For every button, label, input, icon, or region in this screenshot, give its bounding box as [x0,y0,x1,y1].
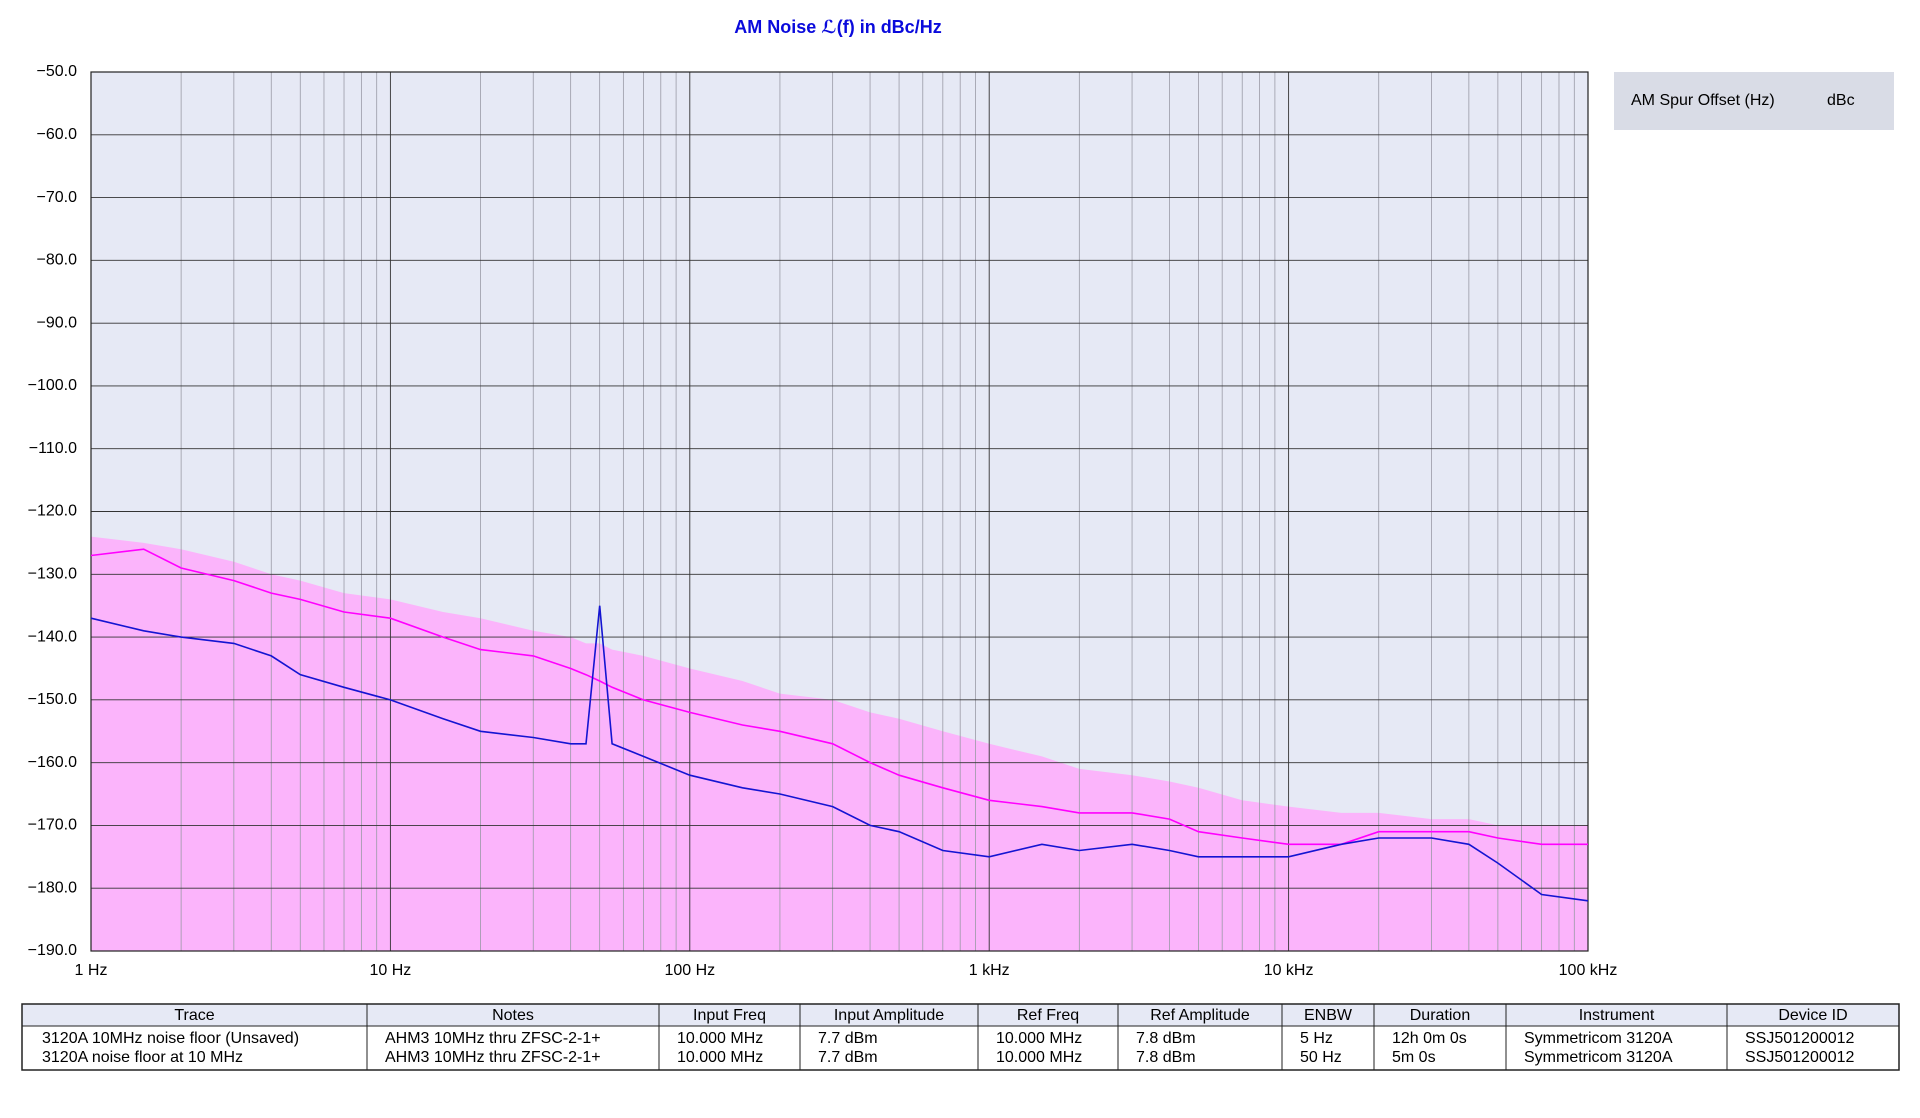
y-tick-label: −130.0 [28,566,77,583]
y-tick-label: −140.0 [28,628,77,645]
table-cell: AHM3 10MHz thru ZFSC-2-1+ [385,1030,601,1047]
y-tick-label: −90.0 [37,314,78,331]
plot-frame [90,71,1589,952]
table-header: Input Amplitude [834,1007,944,1024]
table-cell: 7.8 dBm [1136,1049,1196,1066]
table-header: Notes [492,1007,534,1024]
y-tick-label: −160.0 [28,754,77,771]
x-tick-label: 10 kHz [1264,962,1314,979]
table-header-bg [22,1004,1899,1026]
table-cell: 50 Hz [1300,1049,1342,1066]
table-frame [21,1003,1900,1071]
table-header: ENBW [1304,1007,1353,1024]
table-cell: 7.7 dBm [818,1049,878,1066]
x-tick-label: 100 kHz [1559,962,1618,979]
table-cell: SSJ501200012 [1745,1049,1855,1066]
chart-title: AM Noise ℒ(f) in dBc/Hz [734,17,941,37]
table-cell: 10.000 MHz [677,1030,763,1047]
x-tick-label: 100 Hz [664,962,715,979]
table-cell: 3120A noise floor at 10 MHz [42,1049,243,1066]
y-tick-label: −100.0 [28,377,77,394]
y-tick-label: −180.0 [28,879,77,896]
table-cell: 5m 0s [1392,1049,1436,1066]
y-tick-label: −70.0 [37,189,78,206]
table-cell: 10.000 MHz [996,1030,1082,1047]
trace-line [90,605,1589,902]
y-tick-label: −80.0 [37,252,78,269]
table-cell: 10.000 MHz [677,1049,763,1066]
x-tick-label: 10 Hz [370,962,412,979]
y-tick-label: −190.0 [28,942,77,959]
y-tick-label: −60.0 [37,126,78,143]
table-cell: 3120A 10MHz noise floor (Unsaved) [42,1030,299,1047]
table-header: Ref Amplitude [1150,1007,1250,1024]
table-cell: 10.000 MHz [996,1049,1082,1066]
spur-panel [1614,72,1894,130]
x-tick-label: 1 Hz [75,962,108,979]
y-tick-label: −50.0 [37,63,78,80]
table-cell: Symmetricom 3120A [1524,1049,1673,1066]
table-cell: 7.8 dBm [1136,1030,1196,1047]
table-cell: 7.7 dBm [818,1030,878,1047]
y-tick-label: −170.0 [28,817,77,834]
y-tick-label: −150.0 [28,691,77,708]
table-header: Instrument [1579,1007,1655,1024]
table-cell: SSJ501200012 [1745,1030,1855,1047]
table-cell: Symmetricom 3120A [1524,1030,1673,1047]
envelope-area [91,536,1588,951]
y-tick-label: −120.0 [28,503,77,520]
spur-header: AM Spur Offset (Hz) [1631,92,1775,109]
table-cell: 5 Hz [1300,1030,1333,1047]
plot-layer [90,71,1589,952]
trace-line [90,548,1588,846]
table-cell: 12h 0m 0s [1392,1030,1467,1047]
table-cell: AHM3 10MHz thru ZFSC-2-1+ [385,1049,601,1066]
table-header: Duration [1410,1007,1470,1024]
table-header: Device ID [1778,1007,1847,1024]
table-header: Ref Freq [1017,1007,1079,1024]
table-header: Input Freq [693,1007,766,1024]
x-tick-label: 1 kHz [969,962,1010,979]
table-header: Trace [174,1007,214,1024]
y-tick-label: −110.0 [29,440,77,457]
spur-header: dBc [1827,92,1855,109]
